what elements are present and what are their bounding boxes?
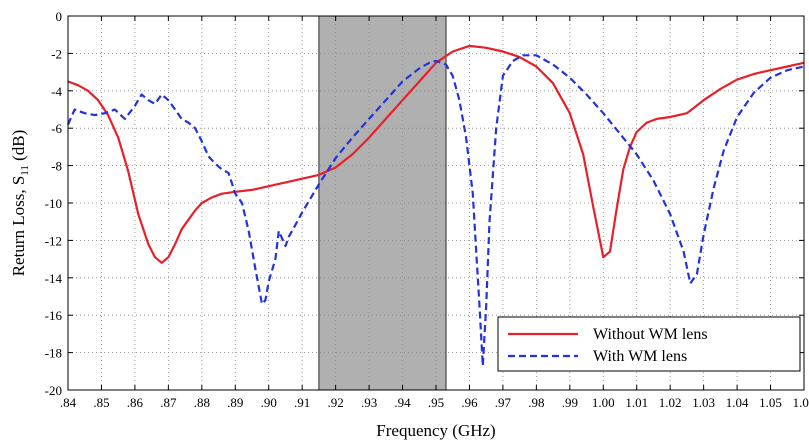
x-tick-label: 1.00 bbox=[592, 395, 615, 410]
series-line-with-wm-lens bbox=[66, 54, 805, 367]
y-tick-label: -16 bbox=[45, 308, 63, 323]
x-tick-label: .87 bbox=[160, 395, 177, 410]
y-tick-label: -4 bbox=[51, 84, 62, 99]
x-tick-label: 1.02 bbox=[659, 395, 682, 410]
x-tick-label: .88 bbox=[194, 395, 210, 410]
x-tick-label: 1.01 bbox=[625, 395, 648, 410]
legend-box bbox=[497, 316, 801, 372]
x-tick-label: .84 bbox=[60, 395, 77, 410]
grid-layer bbox=[68, 16, 804, 390]
x-tick-label: .92 bbox=[328, 395, 344, 410]
y-tick-label: -18 bbox=[45, 346, 62, 361]
y-axis-label: Return Loss, S11 (dB) bbox=[9, 130, 31, 277]
legend-label-with-wm-lens: With WM lens bbox=[593, 348, 687, 365]
x-tick-label: 1.06 bbox=[793, 395, 809, 410]
y-axis-label-unit: (dB) bbox=[9, 130, 28, 165]
x-tick-label: .98 bbox=[528, 395, 544, 410]
x-tick-label: 1.03 bbox=[692, 395, 715, 410]
x-tick-label: .91 bbox=[294, 395, 310, 410]
y-axis-label-main: Return Loss, S bbox=[9, 176, 28, 277]
tick-layer: .84 .85 .86 .87 .88 .89 .90 .91 .92 .93 .94 .95 .96.… bbox=[45, 9, 809, 410]
y-tick-label: -20 bbox=[45, 383, 62, 398]
x-tick-label: .89 bbox=[227, 395, 243, 410]
series-line-without-wm-lens bbox=[67, 44, 805, 264]
x-tick-label: 1.04 bbox=[726, 395, 749, 410]
y-axis-label-subscript: 11 bbox=[19, 165, 31, 176]
x-tick-label: .97 bbox=[495, 395, 512, 410]
legend-label-without-wm-lens: Without WM lens bbox=[593, 326, 708, 343]
x-axis-label: Frequency (GHz) bbox=[376, 421, 495, 440]
x-tick-label: .96 bbox=[461, 395, 478, 410]
y-tick-label: -6 bbox=[51, 121, 62, 136]
x-tick-label: .90 bbox=[261, 395, 277, 410]
x-tick-label: .93 bbox=[361, 395, 377, 410]
y-tick-label: 0 bbox=[56, 9, 63, 24]
series-layer bbox=[66, 44, 805, 367]
x-tick-label: .95 bbox=[428, 395, 444, 410]
legend: Without WM lens With WM lens bbox=[497, 316, 801, 372]
y-tick-label: -10 bbox=[45, 196, 62, 211]
x-tick-label: .86 bbox=[127, 395, 144, 410]
x-tick-label: .99 bbox=[562, 395, 578, 410]
y-tick-label: -14 bbox=[45, 271, 63, 286]
x-tick-label: .94 bbox=[394, 395, 411, 410]
x-tick-label: .85 bbox=[93, 395, 109, 410]
y-tick-label: -2 bbox=[51, 46, 62, 61]
y-tick-label: -8 bbox=[51, 159, 62, 174]
y-tick-label: -12 bbox=[45, 233, 62, 248]
x-tick-label: 1.05 bbox=[759, 395, 782, 410]
